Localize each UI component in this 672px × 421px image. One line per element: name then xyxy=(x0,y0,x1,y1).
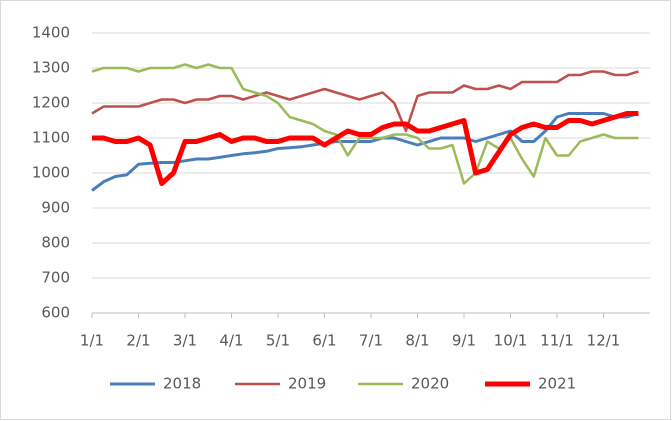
x-tick-label: 10/1 xyxy=(494,332,528,350)
y-tick-label: 800 xyxy=(41,234,70,252)
x-tick-label: 9/1 xyxy=(452,332,476,350)
series-line xyxy=(91,63,639,185)
x-tick-label: 6/1 xyxy=(312,332,336,350)
x-tick-label: 11/1 xyxy=(540,332,574,350)
y-tick-label: 1300 xyxy=(32,59,70,77)
x-tick-label: 5/1 xyxy=(266,332,290,350)
x-tick-label: 12/1 xyxy=(587,332,621,350)
x-tick-label: 4/1 xyxy=(219,332,243,350)
legend-label: 2020 xyxy=(411,375,449,393)
y-tick-label: 1200 xyxy=(32,94,70,112)
x-tick-label: 7/1 xyxy=(359,332,383,350)
y-tick-label: 600 xyxy=(41,304,70,322)
y-tick-label: 1100 xyxy=(32,129,70,147)
y-tick-label: 1400 xyxy=(32,24,70,42)
legend-label: 2018 xyxy=(163,375,201,393)
series-line xyxy=(91,70,639,133)
x-tick-label: 2/1 xyxy=(126,332,150,350)
y-tick-label: 900 xyxy=(41,199,70,217)
y-tick-label: 1000 xyxy=(32,164,70,182)
x-tick-label: 1/1 xyxy=(80,332,104,350)
legend-label: 2019 xyxy=(288,375,326,393)
y-tick-label: 700 xyxy=(41,269,70,287)
x-tick-label: 8/1 xyxy=(405,332,429,350)
series-line xyxy=(92,111,639,186)
legend-label: 2021 xyxy=(538,375,576,393)
x-tick-label: 3/1 xyxy=(173,332,197,350)
